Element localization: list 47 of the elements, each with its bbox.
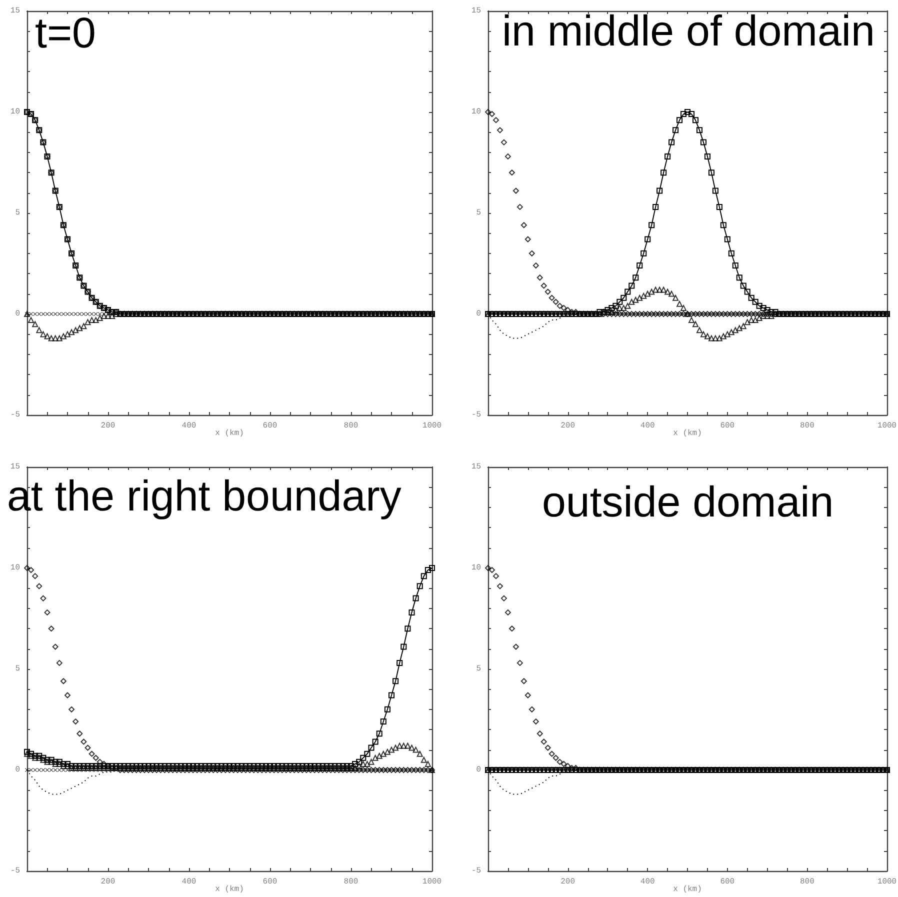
x-tick-label: 600	[262, 422, 278, 430]
y-tick-label: 10	[10, 108, 20, 116]
x-tick-label: 800	[344, 878, 358, 886]
y-tick-label: 5	[476, 208, 482, 218]
x-tick-label: 200	[100, 878, 116, 886]
x-tick-label: 400	[182, 878, 196, 886]
y-tick-label: -5	[471, 410, 482, 420]
y-tick-label: 5	[15, 208, 20, 218]
y-tick-label: 10	[471, 564, 482, 572]
x-tick-label: 1000	[877, 422, 897, 430]
x-tick-label: 200	[560, 422, 576, 430]
y-tick-label: 0	[15, 766, 20, 774]
x-tick-label: 200	[560, 878, 576, 886]
x-tick-label: 1000	[877, 878, 897, 886]
x-tick-label: 200	[100, 422, 116, 430]
x-tick-label: 800	[344, 422, 358, 430]
chart-title: outside domain	[542, 478, 834, 526]
x-tick-label: 1000	[422, 878, 442, 886]
y-tick-label: -5	[471, 866, 482, 876]
y-tick-label: 10	[10, 564, 20, 572]
x-tick-label: 600	[720, 422, 735, 430]
chart-title: in middle of domain	[502, 8, 875, 56]
y-tick-label: 0	[15, 310, 20, 318]
x-tick-label: 1000	[422, 422, 442, 430]
y-tick-label: 15	[471, 462, 482, 472]
chart-title: t=0	[35, 10, 96, 58]
x-axis-title: x (km)	[673, 885, 702, 894]
x-tick-label: 400	[640, 422, 655, 430]
y-tick-label: 15	[10, 462, 20, 472]
x-axis-title: x (km)	[215, 429, 244, 438]
y-tick-label: 10	[471, 108, 482, 116]
x-tick-label: 600	[720, 878, 735, 886]
y-tick-label: 5	[476, 664, 482, 674]
x-tick-label: 400	[182, 422, 196, 430]
y-tick-label: 0	[476, 766, 482, 774]
y-tick-label: 15	[471, 6, 482, 16]
y-tick-label: -5	[10, 410, 20, 420]
x-tick-label: 800	[800, 878, 815, 886]
x-tick-label: 800	[800, 422, 815, 430]
x-axis-title: x (km)	[215, 885, 244, 894]
y-tick-label: 0	[476, 310, 482, 318]
y-tick-label: 5	[15, 664, 20, 674]
y-tick-label: -5	[10, 866, 20, 876]
y-tick-label: 15	[10, 6, 20, 16]
x-axis-title: x (km)	[673, 429, 702, 438]
x-tick-label: 600	[262, 878, 278, 886]
x-tick-label: 400	[640, 878, 655, 886]
